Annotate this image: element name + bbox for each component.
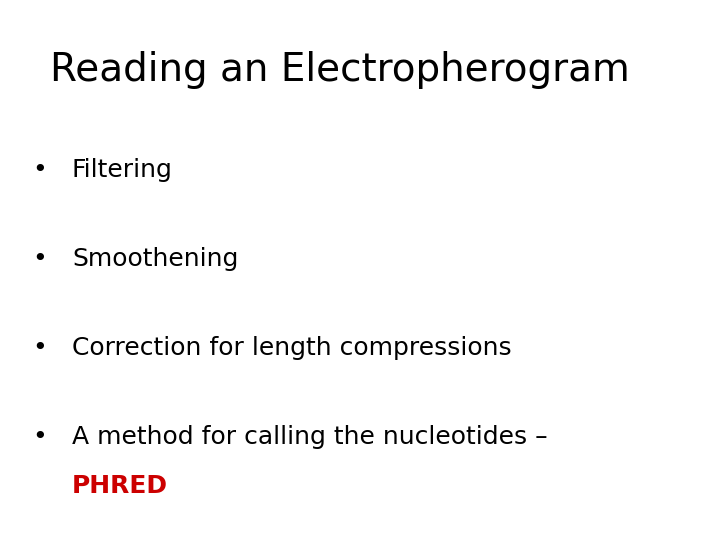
- Text: Reading an Electropherogram: Reading an Electropherogram: [50, 51, 630, 89]
- Text: •: •: [32, 247, 47, 271]
- Text: A method for calling the nucleotides –: A method for calling the nucleotides –: [72, 426, 548, 449]
- Text: •: •: [32, 158, 47, 182]
- Text: •: •: [32, 426, 47, 449]
- Text: PHRED: PHRED: [72, 474, 168, 498]
- Text: Correction for length compressions: Correction for length compressions: [72, 336, 512, 360]
- Text: •: •: [32, 336, 47, 360]
- Text: Smoothening: Smoothening: [72, 247, 238, 271]
- Text: Filtering: Filtering: [72, 158, 173, 182]
